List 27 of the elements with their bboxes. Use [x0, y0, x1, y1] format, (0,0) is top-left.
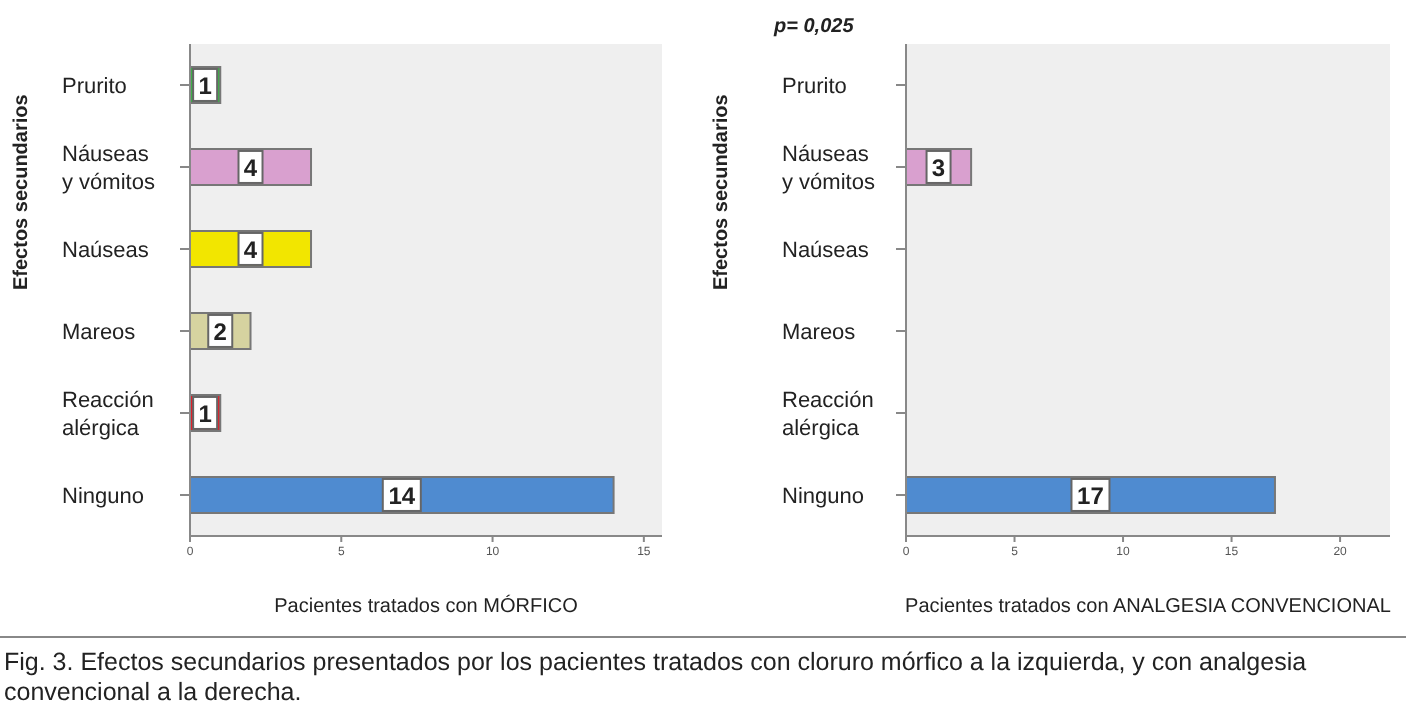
y-tick-label: Mareos	[62, 321, 137, 345]
x-axis-title: Pacientes tratados con MÓRFICO	[274, 594, 579, 618]
data-label: 4	[243, 153, 258, 182]
y-axis-title: Efectos secundarios	[711, 93, 734, 290]
data-label: 17	[1077, 481, 1105, 510]
data-label: 2	[213, 317, 228, 346]
data-label: 4	[243, 235, 258, 264]
data-label: 14	[388, 481, 416, 510]
y-tick-label: Prurito	[62, 75, 127, 99]
y-tick-label: Naúseas	[782, 239, 870, 263]
text: p= 0,025	[774, 16, 854, 38]
y-tick-label: Naúseas	[62, 239, 150, 263]
y-tick-label: Ninguno	[782, 485, 864, 509]
y-tick-label: Reacción alérgica	[62, 389, 154, 441]
y-axis-title: Efectos secundarios	[11, 93, 34, 290]
y-tick-label: Reacción alérgica	[782, 389, 874, 441]
y-tick-label: Mareos	[782, 321, 857, 345]
data-label: 1	[198, 399, 213, 428]
bar	[190, 475, 615, 514]
y-tick-label: Ninguno	[62, 485, 144, 509]
data-label: 3	[931, 153, 946, 182]
caption: Fig. 3. Efectos secundarios presentados por los pacientes tratados con cloruro mórfico a la izquierda, y con analgesia convencional a la derecha.	[4, 648, 1309, 708]
y-tick-label: Náuseas y vómitos	[782, 143, 876, 195]
y-tick-label: Prurito	[782, 75, 847, 99]
y-tick-label: Náuseas y vómitos	[62, 143, 156, 195]
data-label: 1	[198, 71, 213, 100]
x-axis-title: Pacientes tratados con ANALGESIA CONVENCIONAL	[905, 596, 1392, 618]
